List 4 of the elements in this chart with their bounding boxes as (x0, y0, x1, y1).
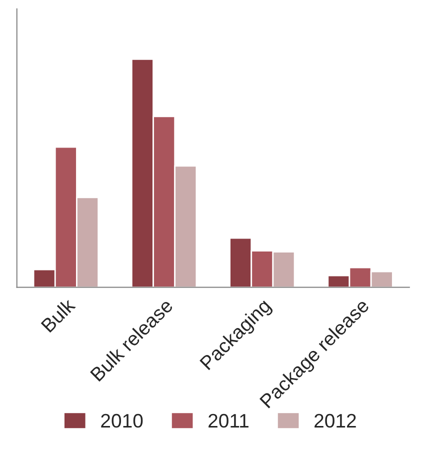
x-tick-label: Bulk (40, 297, 76, 333)
legend-label: 2010 (101, 414, 143, 428)
legend-label: 2012 (314, 414, 356, 428)
legend-label: 2011 (208, 414, 248, 428)
